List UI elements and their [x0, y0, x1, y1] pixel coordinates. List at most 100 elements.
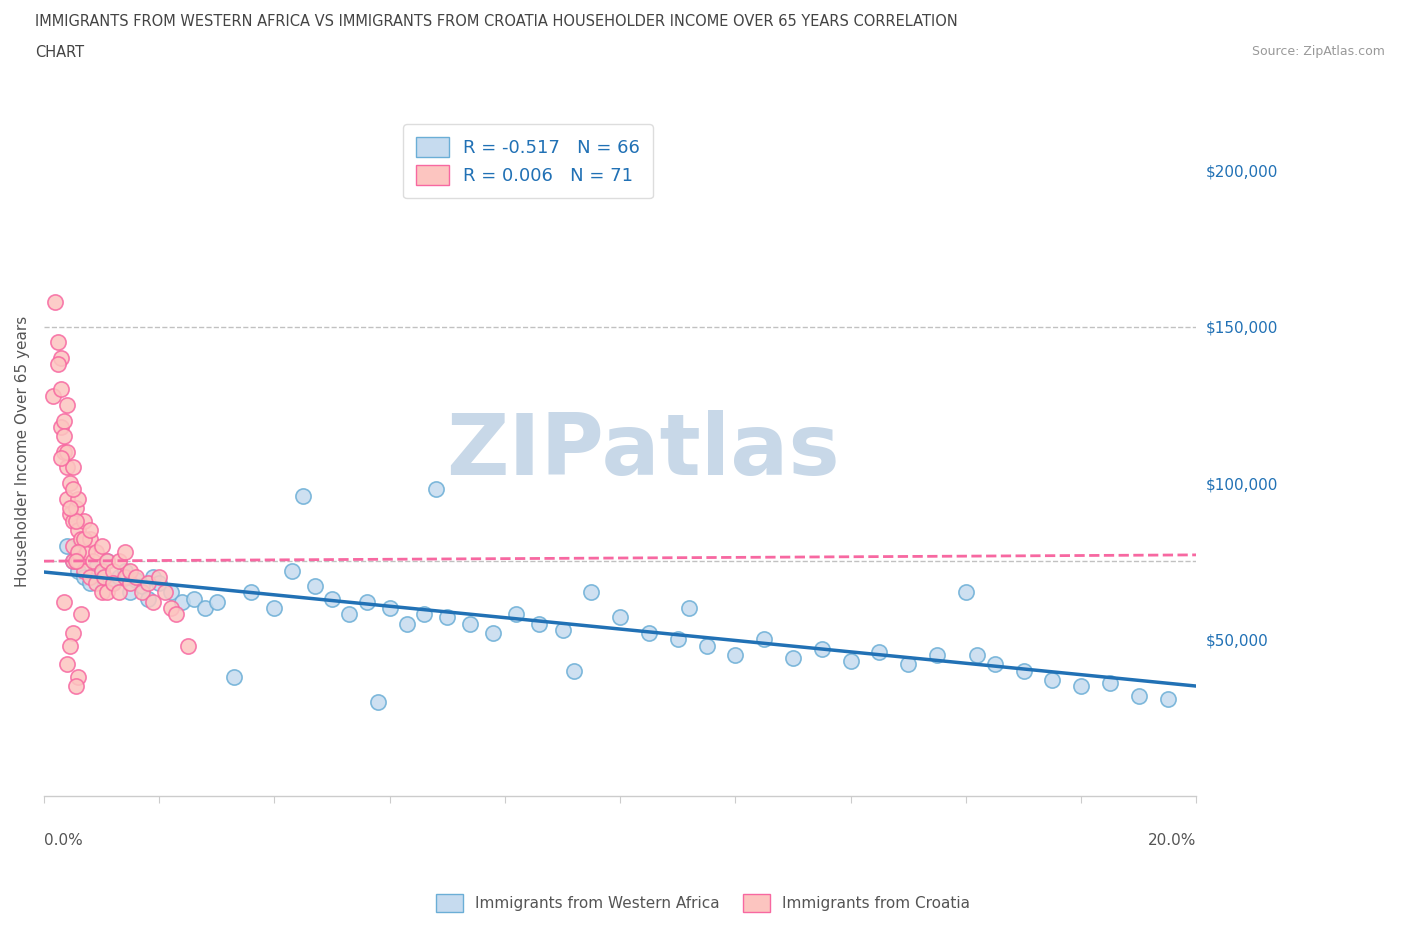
Point [96, 553, 118, 568]
Point [79, 576, 101, 591]
Point [114, 569, 136, 584]
Text: Source: ZipAtlas.com: Source: ZipAtlas.com [1251, 45, 1385, 58]
Legend: Immigrants from Western Africa, Immigrants from Croatia: Immigrants from Western Africa, Immigran… [429, 888, 977, 918]
Point [73, 532, 96, 547]
Point [120, 563, 142, 578]
Point [678, 601, 700, 616]
Point [56, 460, 79, 475]
Point [90, 538, 112, 553]
Point [125, 569, 148, 584]
Point [73, 563, 96, 578]
Point [53, 413, 76, 428]
Point [1156, 691, 1178, 706]
Point [482, 626, 505, 641]
Point [120, 576, 142, 591]
Point [562, 663, 585, 678]
Point [79, 532, 101, 547]
Point [44, 294, 66, 309]
Point [62, 553, 84, 568]
Point [367, 695, 389, 710]
Point [125, 573, 148, 588]
Point [131, 585, 153, 600]
Point [114, 544, 136, 559]
Point [460, 617, 482, 631]
Point [1040, 672, 1063, 687]
Point [101, 576, 124, 591]
Point [966, 647, 988, 662]
Point [65, 679, 87, 694]
Point [1098, 675, 1121, 690]
Point [1012, 663, 1035, 678]
Point [62, 626, 84, 641]
Point [67, 553, 90, 568]
Point [90, 585, 112, 600]
Point [51, 351, 73, 365]
Point [70, 606, 93, 621]
Point [53, 594, 76, 609]
Point [666, 631, 689, 646]
Point [321, 591, 343, 606]
Point [107, 585, 129, 600]
Point [65, 513, 87, 528]
Point [65, 553, 87, 568]
Point [90, 563, 112, 578]
Point [551, 622, 574, 637]
Point [183, 591, 205, 606]
Point [84, 560, 107, 575]
Point [76, 544, 98, 559]
Point [425, 482, 447, 497]
Point [811, 641, 834, 656]
Point [67, 523, 90, 538]
Point [1128, 688, 1150, 703]
Point [62, 482, 84, 497]
Point [897, 657, 920, 671]
Point [1070, 679, 1092, 694]
Point [194, 601, 217, 616]
Point [337, 606, 360, 621]
Point [240, 585, 263, 600]
Point [505, 606, 527, 621]
Point [153, 585, 176, 600]
Point [107, 569, 129, 584]
Legend: R = -0.517   N = 66, R = 0.006   N = 71: R = -0.517 N = 66, R = 0.006 N = 71 [404, 124, 652, 198]
Point [159, 601, 181, 616]
Point [696, 638, 718, 653]
Point [142, 594, 165, 609]
Point [724, 647, 747, 662]
Point [378, 601, 401, 616]
Point [205, 594, 228, 609]
Point [436, 610, 458, 625]
Point [59, 500, 82, 515]
Point [46, 335, 69, 350]
Text: CHART: CHART [35, 45, 84, 60]
Point [177, 638, 200, 653]
Point [79, 569, 101, 584]
Point [84, 544, 107, 559]
Point [59, 507, 82, 522]
Point [395, 617, 418, 631]
Point [56, 491, 79, 506]
Point [159, 585, 181, 600]
Point [67, 491, 90, 506]
Point [84, 576, 107, 591]
Point [148, 569, 170, 584]
Point [638, 626, 661, 641]
Point [136, 591, 159, 606]
Point [56, 397, 79, 412]
Point [136, 576, 159, 591]
Point [114, 563, 136, 578]
Point [280, 563, 302, 578]
Point [67, 670, 90, 684]
Point [62, 460, 84, 475]
Point [62, 538, 84, 553]
Point [56, 538, 79, 553]
Point [56, 445, 79, 459]
Point [101, 576, 124, 591]
Point [165, 606, 187, 621]
Point [41, 388, 63, 403]
Point [73, 513, 96, 528]
Y-axis label: Householder Income Over 65 years: Householder Income Over 65 years [15, 316, 30, 588]
Point [148, 576, 170, 591]
Point [413, 606, 436, 621]
Point [101, 563, 124, 578]
